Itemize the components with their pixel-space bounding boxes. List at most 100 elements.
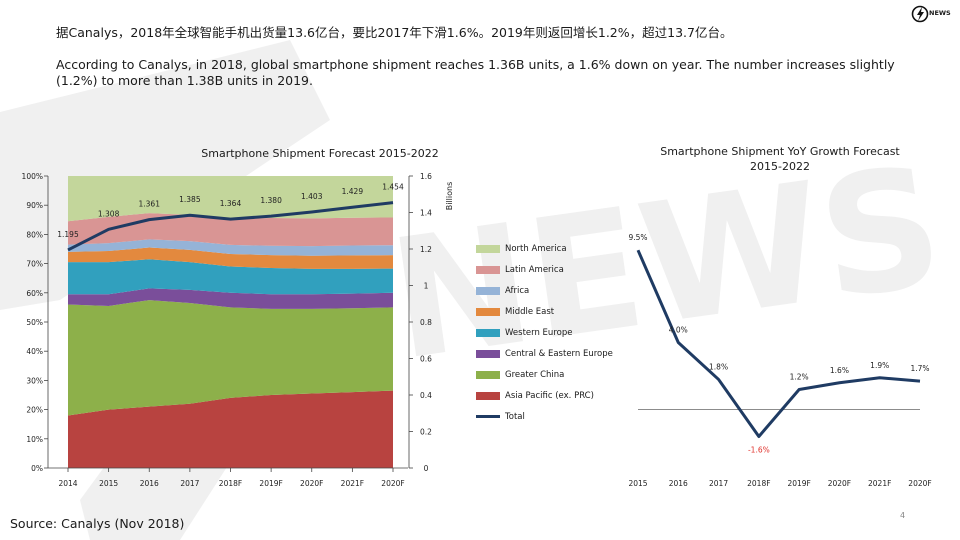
legend-label: Greater China: [505, 369, 565, 380]
legend-label: Asia Pacific (ex. PRC): [505, 390, 594, 401]
right-tick-label: 0.2: [420, 428, 432, 437]
legend-swatch: [476, 286, 500, 295]
right-tick-label: 1: [424, 282, 429, 291]
legend-swatch: [476, 265, 500, 274]
right-tick-label: 1.4: [420, 209, 432, 218]
growth-data-label: -1.6%: [748, 446, 770, 455]
x-tick-label: 2020F: [828, 479, 851, 488]
right-axis-label: Billions: [445, 182, 454, 211]
area-latin-america: [68, 213, 393, 247]
x-tick-label: 2020F: [381, 479, 404, 488]
logo-text: NEWS: [929, 9, 951, 17]
x-tick-label: 2018F: [219, 479, 242, 488]
area-north-america: [68, 176, 393, 222]
left-tick-label: 20%: [26, 406, 43, 415]
area-western-europe: [68, 259, 393, 295]
x-tick-label: 2020F: [908, 479, 931, 488]
x-tick-label: 2021F: [341, 479, 364, 488]
legend-label: North America: [505, 243, 567, 254]
total-data-label: 1.361: [139, 200, 161, 209]
x-tick-label: 2019F: [787, 479, 810, 488]
legend-item-central-eastern-europe: Central & Eastern Europe: [476, 343, 636, 364]
left-tick-label: 60%: [26, 289, 43, 298]
growth-data-label: 9.5%: [628, 233, 647, 242]
total-data-label: 1.195: [57, 230, 79, 239]
legend-swatch: [476, 328, 500, 337]
legend-item-north-america: North America: [476, 238, 636, 259]
x-tick-label: 2016: [140, 479, 159, 488]
total-data-label: 1.385: [179, 195, 201, 204]
area-africa: [68, 239, 393, 256]
chart-title-right: Smartphone Shipment YoY Growth Forecast …: [660, 145, 900, 173]
legend-label: Latin America: [505, 264, 564, 275]
left-tick-label: 90%: [26, 201, 43, 210]
left-tick-label: 40%: [26, 347, 43, 356]
chart-legend: North America Latin America Africa Middl…: [476, 238, 636, 427]
growth-data-label: 1.8%: [709, 362, 728, 371]
lightning-bolt-icon: [911, 5, 929, 23]
x-tick-label: 2019F: [259, 479, 282, 488]
area-middle-east: [68, 247, 393, 269]
total-data-label: 1.454: [382, 183, 404, 192]
legend-label: Total: [505, 411, 525, 422]
x-tick-label: 2018F: [747, 479, 770, 488]
page-number: 4: [900, 511, 906, 520]
left-tick-label: 80%: [26, 230, 43, 239]
growth-data-label: 4.0%: [669, 326, 688, 335]
x-tick-label: 2017: [709, 479, 728, 488]
left-tick-label: 0%: [31, 464, 43, 473]
right-tick-label: 1.6: [420, 172, 432, 181]
legend-swatch: [476, 244, 500, 253]
growth-data-label: 1.6%: [830, 366, 849, 375]
legend-swatch: [476, 349, 500, 358]
legend-item-western-europe: Western Europe: [476, 322, 636, 343]
growth-data-label: 1.2%: [790, 373, 809, 382]
x-tick-label: 2015: [99, 479, 118, 488]
total-data-label: 1.429: [342, 187, 364, 196]
right-tick-label: 1.2: [420, 245, 432, 254]
growth-data-label: 1.7%: [910, 364, 929, 373]
right-tick-label: 0.8: [420, 318, 432, 327]
x-tick-label: 2017: [180, 479, 199, 488]
total-data-label: 1.308: [98, 209, 120, 218]
legend-label: Middle East: [505, 306, 555, 317]
chart-title-left: Smartphone Shipment Forecast 2015-2022: [201, 147, 439, 160]
right-tick-label: 0.6: [420, 355, 432, 364]
left-tick-label: 100%: [22, 172, 43, 181]
right-tick-label: 0: [424, 464, 429, 473]
x-tick-label: 2014: [58, 479, 77, 488]
source-note: Source: Canalys (Nov 2018): [10, 516, 185, 531]
legend-item-middle-east: Middle East: [476, 301, 636, 322]
legend-swatch: [476, 391, 500, 400]
total-data-label: 1.364: [220, 199, 242, 208]
x-tick-label: 2016: [669, 479, 688, 488]
legend-swatch: [476, 370, 500, 379]
left-tick-label: 70%: [26, 260, 43, 269]
area-central-eastern-europe: [68, 288, 393, 309]
left-tick-label: 50%: [26, 318, 43, 327]
left-tick-label: 10%: [26, 435, 43, 444]
legend-label: Africa: [505, 285, 530, 296]
legend-label: Western Europe: [505, 327, 573, 338]
total-data-label: 1.380: [260, 196, 282, 205]
x-tick-label: 2020F: [300, 479, 323, 488]
right-tick-label: 0.4: [420, 391, 432, 400]
legend-item-greater-china: Greater China: [476, 364, 636, 385]
total-line: [67, 201, 394, 252]
legend-item-africa: Africa: [476, 280, 636, 301]
legend-swatch: [476, 415, 500, 418]
x-tick-label: 2021F: [868, 479, 891, 488]
x-tick-label: 2015: [628, 479, 647, 488]
legend-item-latin-america: Latin America: [476, 259, 636, 280]
legend-item-asia-pacific: Asia Pacific (ex. PRC): [476, 385, 636, 406]
legend-label: Central & Eastern Europe: [505, 348, 613, 359]
legend-item-total: Total: [476, 406, 636, 427]
growth-line: [636, 249, 921, 438]
total-data-label: 1.403: [301, 192, 323, 201]
left-tick-label: 30%: [26, 376, 43, 385]
headline-english: According to Canalys, in 2018, global sm…: [56, 57, 895, 88]
headline-chinese: 据Canalys，2018年全球智能手机出货量13.6亿台，要比2017年下滑1…: [56, 25, 733, 40]
growth-data-label: 1.9%: [870, 361, 889, 370]
